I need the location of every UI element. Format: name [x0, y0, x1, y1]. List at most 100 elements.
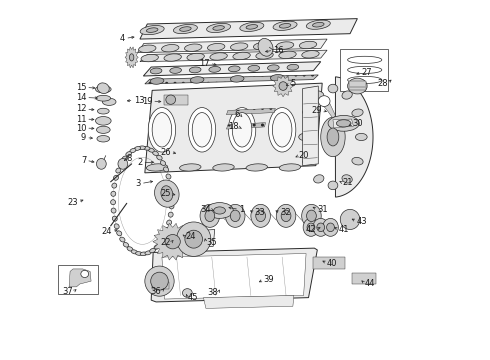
Polygon shape [333, 119, 353, 128]
Text: 45: 45 [187, 293, 198, 302]
Ellipse shape [327, 128, 339, 146]
Ellipse shape [131, 250, 138, 254]
Ellipse shape [139, 45, 156, 53]
Ellipse shape [170, 68, 181, 73]
Ellipse shape [169, 190, 174, 195]
Ellipse shape [96, 117, 111, 125]
Text: 42: 42 [305, 225, 316, 234]
Ellipse shape [188, 108, 216, 152]
Ellipse shape [253, 42, 271, 50]
FancyArrowPatch shape [243, 211, 251, 220]
Ellipse shape [118, 158, 128, 169]
Text: 32: 32 [280, 208, 291, 217]
Text: 25: 25 [160, 189, 171, 198]
Ellipse shape [213, 164, 234, 171]
Ellipse shape [167, 220, 172, 225]
Ellipse shape [299, 41, 317, 49]
Polygon shape [162, 253, 306, 299]
Ellipse shape [160, 161, 166, 166]
Ellipse shape [230, 43, 248, 50]
Text: 4: 4 [120, 34, 125, 43]
Ellipse shape [81, 270, 89, 278]
Ellipse shape [147, 28, 158, 32]
Text: 41: 41 [339, 225, 349, 234]
Text: 39: 39 [264, 275, 274, 284]
Ellipse shape [205, 210, 215, 222]
Ellipse shape [143, 147, 150, 150]
FancyBboxPatch shape [58, 265, 98, 294]
Ellipse shape [97, 126, 110, 134]
Polygon shape [303, 86, 318, 166]
Ellipse shape [152, 113, 171, 147]
Ellipse shape [279, 82, 287, 90]
Ellipse shape [347, 66, 382, 73]
Ellipse shape [166, 174, 171, 179]
Ellipse shape [213, 26, 224, 30]
Polygon shape [318, 100, 335, 118]
FancyBboxPatch shape [164, 95, 188, 105]
Ellipse shape [269, 108, 296, 152]
Text: 27: 27 [361, 68, 372, 77]
Ellipse shape [307, 210, 317, 222]
Polygon shape [348, 81, 366, 90]
Ellipse shape [150, 68, 162, 74]
Ellipse shape [248, 66, 260, 71]
Ellipse shape [336, 120, 351, 127]
Ellipse shape [328, 84, 338, 93]
Ellipse shape [318, 96, 330, 107]
Ellipse shape [251, 204, 270, 227]
Ellipse shape [164, 54, 181, 61]
Ellipse shape [256, 210, 266, 222]
Polygon shape [226, 123, 266, 129]
Ellipse shape [123, 242, 129, 247]
Ellipse shape [303, 219, 319, 236]
Ellipse shape [256, 52, 273, 59]
Ellipse shape [134, 147, 141, 150]
Ellipse shape [114, 224, 119, 229]
Ellipse shape [287, 64, 299, 70]
Ellipse shape [168, 182, 172, 187]
Ellipse shape [114, 175, 119, 180]
Ellipse shape [112, 216, 117, 221]
Text: 29: 29 [312, 105, 322, 114]
Ellipse shape [190, 77, 204, 83]
Ellipse shape [169, 204, 174, 209]
Ellipse shape [303, 157, 314, 165]
Ellipse shape [111, 200, 116, 205]
Polygon shape [175, 229, 215, 249]
Polygon shape [273, 75, 294, 97]
Ellipse shape [302, 51, 319, 58]
Text: 43: 43 [356, 217, 367, 226]
Ellipse shape [151, 272, 168, 290]
Ellipse shape [270, 75, 284, 81]
Ellipse shape [228, 66, 240, 72]
Ellipse shape [342, 91, 352, 99]
Polygon shape [151, 248, 318, 302]
Text: 24: 24 [185, 232, 196, 241]
Ellipse shape [207, 44, 225, 51]
Ellipse shape [299, 134, 311, 140]
Text: 1: 1 [239, 205, 245, 214]
Ellipse shape [136, 252, 142, 255]
Ellipse shape [302, 204, 321, 227]
FancyArrowPatch shape [294, 211, 302, 220]
Ellipse shape [130, 148, 136, 153]
Ellipse shape [154, 245, 160, 249]
Ellipse shape [166, 95, 175, 104]
Ellipse shape [145, 266, 174, 296]
Text: 36: 36 [150, 287, 161, 296]
Text: 38: 38 [207, 288, 218, 297]
Text: 18: 18 [228, 122, 239, 131]
Ellipse shape [272, 113, 292, 147]
Polygon shape [144, 62, 321, 76]
Polygon shape [125, 47, 138, 68]
FancyBboxPatch shape [314, 257, 345, 269]
Ellipse shape [327, 223, 334, 231]
Text: 7: 7 [81, 156, 86, 165]
Text: 37: 37 [62, 287, 73, 296]
Ellipse shape [347, 76, 382, 84]
Ellipse shape [233, 52, 250, 60]
FancyArrowPatch shape [218, 211, 225, 220]
Ellipse shape [147, 164, 168, 171]
Ellipse shape [117, 231, 122, 236]
